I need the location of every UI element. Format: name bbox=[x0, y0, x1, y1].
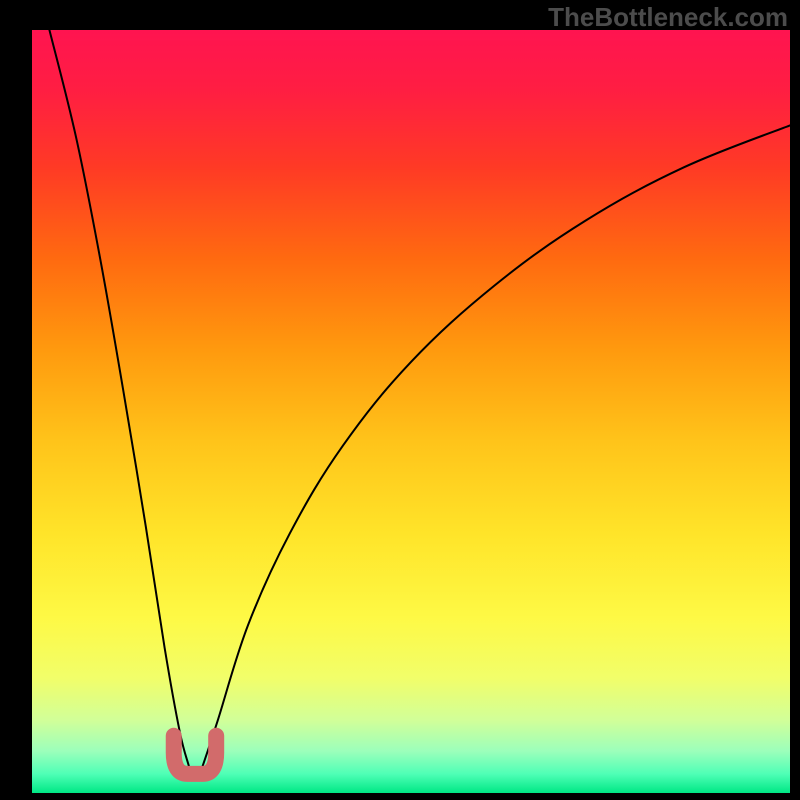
plot-area bbox=[32, 30, 790, 793]
gradient-background bbox=[32, 30, 790, 793]
watermark-text: TheBottleneck.com bbox=[548, 2, 788, 33]
chart-container: TheBottleneck.com bbox=[0, 0, 800, 800]
